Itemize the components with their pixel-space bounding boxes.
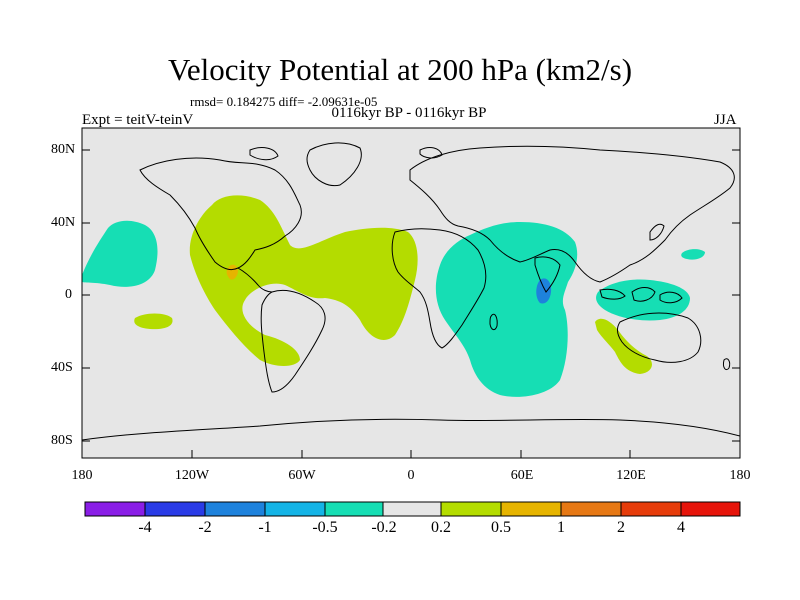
lon-tick-label: 60W [288, 468, 316, 483]
colorbar-label: -1 [258, 519, 272, 536]
lat-tick-label: 80S [51, 433, 73, 448]
anomaly-south-pacific [134, 313, 173, 330]
anomaly-americas-atlantic [189, 195, 418, 366]
colorbar-box-6 [440, 501, 502, 517]
lon-ticks [191, 450, 631, 458]
anomaly-indian-ocean [435, 222, 578, 397]
anomaly-maritime-continent [596, 279, 690, 321]
lon-tick-label: 180 [71, 468, 93, 483]
colorbar-box-2 [204, 501, 266, 517]
lon-tick-label: 120W [174, 468, 210, 483]
period-label: 0116kyr BP - 0116kyr BP [331, 105, 487, 121]
lon-tick-label: 120E [616, 468, 646, 483]
colorbar-box-8 [560, 501, 622, 517]
lon-tick-label: 0 [407, 468, 415, 483]
anomaly-mexico-core [226, 264, 238, 280]
colorbar-label: 4 [677, 519, 685, 536]
colorbar-label: 2 [617, 519, 625, 536]
colorbar-box-10 [680, 501, 741, 517]
lon-tick-label: 60E [510, 468, 534, 483]
colorbar-box-1 [144, 501, 206, 517]
colorbar-label: 0.2 [431, 519, 451, 536]
coastlines [82, 142, 740, 441]
colorbar-label: -0.2 [371, 519, 397, 536]
lat-tick-label: 40N [51, 215, 76, 230]
colorbar-label: 1 [557, 519, 565, 536]
lat-tick-label: 0 [65, 287, 72, 302]
colorbar-label: -2 [198, 519, 212, 536]
stats-label: rmsd= 0.184275 diff= -2.09631e-05 [190, 94, 378, 109]
colorbar-box-0 [84, 501, 146, 517]
colorbar-label: 0.5 [491, 519, 511, 536]
colorbar-box-3 [264, 501, 326, 517]
colorbar [84, 501, 741, 517]
colorbar-label: -4 [138, 519, 152, 536]
experiment-label: Expt = teitV-teinV [82, 112, 194, 128]
lon-tick-label: 180 [729, 468, 751, 483]
lat-tick-label: 40S [51, 360, 73, 375]
colorbar-box-9 [620, 501, 682, 517]
anomaly-north-pacific [82, 220, 158, 287]
colorbar-box-5 [382, 501, 442, 517]
anomaly-australia-south [595, 318, 652, 374]
colorbar-box-4 [324, 501, 384, 517]
lat-ticks [82, 149, 740, 442]
anomaly-west-pacific [681, 249, 705, 260]
anomaly-arabian-sea-core [536, 278, 552, 304]
colorbar-label: -0.5 [312, 519, 338, 536]
figure-title: Velocity Potential at 200 hPa (km2/s) [167, 52, 633, 87]
lat-tick-label: 80N [51, 142, 76, 157]
colorbar-box-7 [500, 501, 562, 517]
season-label: JJA [714, 112, 737, 128]
